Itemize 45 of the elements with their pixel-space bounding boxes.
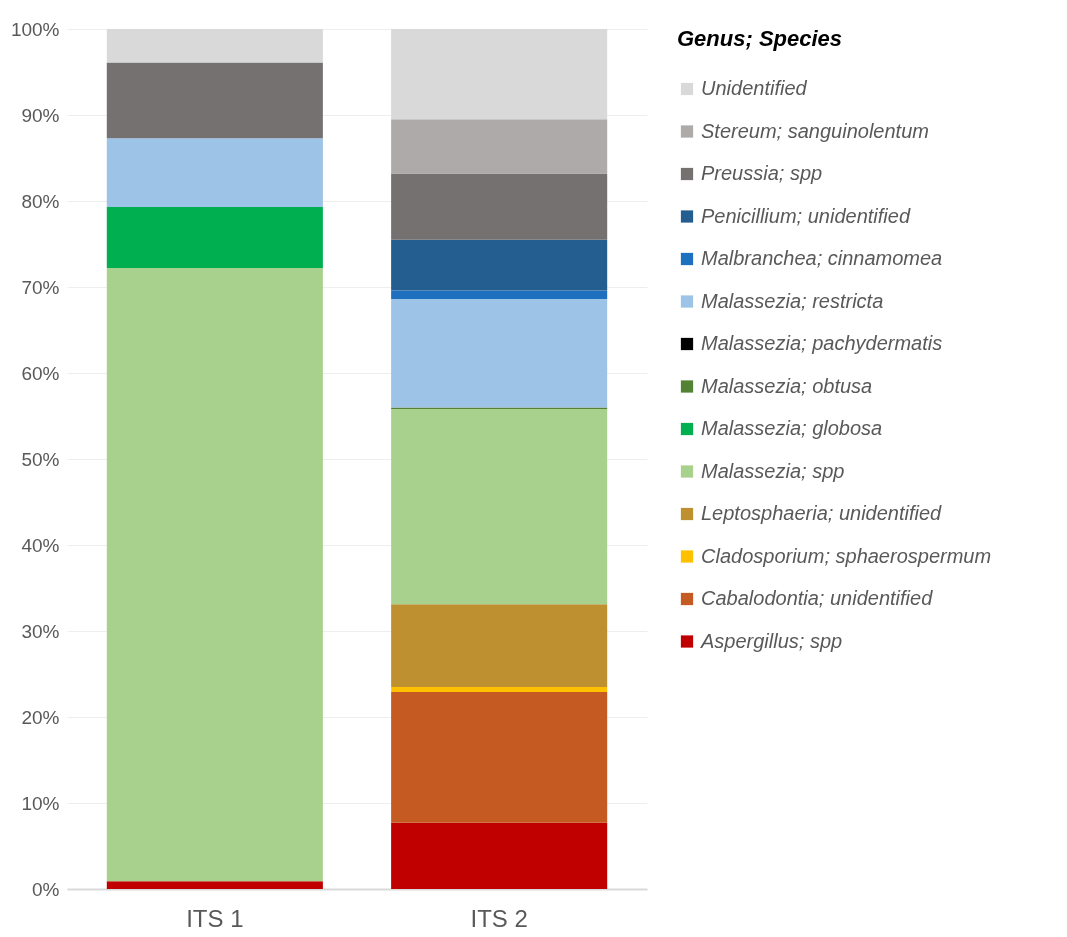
legend-label: Malassezia; globosa xyxy=(701,417,883,439)
y-tick-label: 60% xyxy=(21,362,60,384)
bar xyxy=(391,686,608,693)
bar xyxy=(106,207,323,269)
legend-label: Malassezia; obtusa xyxy=(701,374,873,397)
legend-label: Malassezia; restricta xyxy=(701,289,884,312)
bar xyxy=(106,268,323,882)
y-tick-label: 100% xyxy=(10,18,60,40)
bar xyxy=(391,29,608,120)
bar xyxy=(106,29,323,63)
x-tick-label: ITS 1 xyxy=(186,904,244,932)
legend-label: Malbranchea; cinnamomea xyxy=(701,247,943,269)
legend-label: Stereum; sanguinolentum xyxy=(701,119,929,142)
legend-label: Cabalodontia; unidentified xyxy=(701,587,934,609)
bar xyxy=(106,62,323,139)
bar xyxy=(391,119,608,174)
bar xyxy=(391,604,608,687)
legend-label: Malassezia; spp xyxy=(701,459,845,482)
x-tick-label: ITS 2 xyxy=(470,904,528,932)
legend-label: Preussia; spp xyxy=(701,162,823,184)
legend-label: Malassezia; pachydermatis xyxy=(701,332,943,354)
y-tick-label: 90% xyxy=(21,104,60,126)
y-tick-label: 50% xyxy=(21,448,60,470)
y-tick-label: 0% xyxy=(32,878,60,900)
legend-label: Leptosphaeria; unidentified xyxy=(701,502,943,524)
legend-label: Aspergillus; spp xyxy=(700,629,843,652)
bar xyxy=(391,409,608,605)
bar xyxy=(391,173,608,240)
legend-title: Genus; Species xyxy=(677,26,843,51)
bar xyxy=(391,290,608,300)
legend-label: Cladosporium; sphaerospermum xyxy=(701,544,992,567)
bar xyxy=(106,881,323,889)
legend-label: Penicillium; unidentified xyxy=(701,204,911,227)
bar xyxy=(391,299,608,408)
y-tick-label: 10% xyxy=(21,792,60,814)
legend-label: Unidentified xyxy=(701,77,808,99)
y-tick-label: 40% xyxy=(21,534,60,556)
y-tick-label: 70% xyxy=(21,276,60,298)
y-tick-label: 80% xyxy=(21,190,60,212)
bar xyxy=(391,239,608,291)
y-tick-label: 20% xyxy=(21,706,60,728)
y-tick-label: 30% xyxy=(21,620,60,642)
bar xyxy=(106,138,323,208)
bar xyxy=(391,692,608,823)
bar xyxy=(391,822,608,889)
